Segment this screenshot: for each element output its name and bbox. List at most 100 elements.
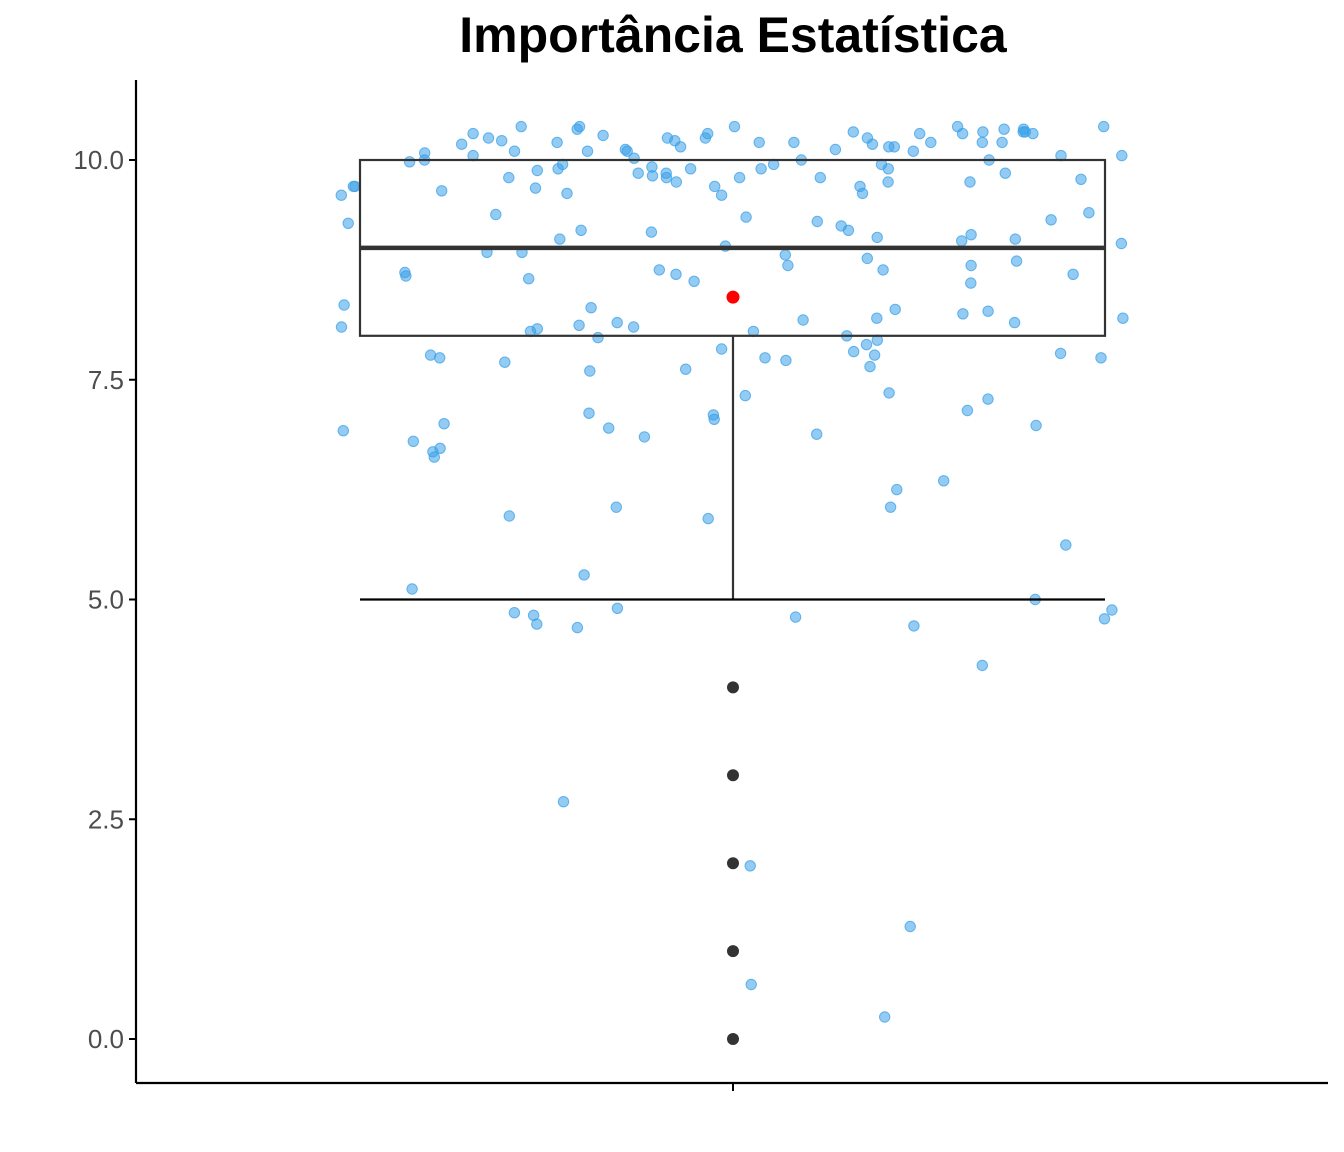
jitter-point (871, 231, 883, 244)
jitter-point (811, 428, 823, 440)
jitter-point (508, 607, 521, 619)
jitter-point (611, 602, 624, 614)
jitter-point (554, 233, 566, 245)
jitter-point (861, 252, 873, 265)
box-and-whiskers (358, 158, 1107, 601)
jitter-point (1117, 312, 1129, 324)
jitter-point (854, 180, 866, 193)
jitter-point (715, 343, 728, 355)
jitter-point (1008, 316, 1021, 329)
jitter-point (860, 338, 873, 351)
jitter-point (889, 303, 901, 316)
jitter-point (603, 422, 615, 434)
jitter-point (407, 435, 419, 447)
jitter-point (1019, 126, 1032, 138)
jitter-point (583, 407, 595, 419)
jitter-point (877, 264, 889, 276)
jitter-point (744, 860, 756, 872)
jitter-point (670, 268, 682, 280)
jitter-point (811, 215, 823, 228)
x-axis (136, 1081, 1328, 1091)
jitter-point (400, 270, 412, 282)
jitter-point (1045, 214, 1057, 226)
jitter-point (965, 229, 977, 241)
jitter-point (907, 145, 919, 157)
jitter-point (552, 163, 564, 175)
jitter-point (797, 314, 809, 326)
jitter-point (965, 277, 977, 289)
jitter-point (561, 187, 573, 200)
jitter-point (529, 182, 542, 194)
jitter-point (715, 189, 728, 201)
jitter-point (961, 404, 974, 417)
jitter-point (1098, 613, 1111, 625)
jitter-point (638, 431, 651, 443)
jitter-point (999, 167, 1011, 179)
jitter-point (925, 136, 937, 149)
jitter-point (503, 171, 515, 184)
jitter-point (424, 349, 437, 361)
jitter-point (728, 120, 741, 133)
jitter-point (868, 349, 881, 361)
jitter-point (996, 136, 1008, 149)
outlier-point (727, 945, 739, 958)
jitter-point (337, 425, 349, 437)
y-axis: 0.0 2.5 5.0 7.5 10.0 (73, 80, 138, 1083)
jitter-point (1054, 347, 1067, 360)
jitter-point (456, 138, 468, 150)
jitter-point (482, 132, 495, 144)
mean-point (726, 290, 740, 304)
outlier-point (727, 1033, 739, 1045)
jitter-point (1116, 149, 1128, 162)
jitter-point (660, 167, 672, 179)
jitter-point (1095, 352, 1107, 364)
jitter-point (571, 621, 584, 634)
jitter-point (515, 120, 527, 133)
jitter-point (531, 164, 543, 177)
jitter-point (739, 389, 751, 402)
outlier-point (727, 769, 739, 782)
y-tick-label: 7.5 (88, 365, 124, 395)
jitter-point (499, 356, 511, 368)
jitter-point (883, 141, 895, 153)
jitter-point (628, 152, 640, 164)
jitter-point (335, 189, 347, 201)
jitter-point (882, 176, 894, 188)
jitter-point (914, 127, 926, 140)
jitter-point (1067, 268, 1079, 280)
jitter-point (508, 145, 521, 157)
jitter-point (814, 171, 826, 184)
jitter-point (709, 180, 721, 193)
jitter-point (496, 135, 508, 147)
jitter-point (740, 211, 752, 223)
jitter-point (699, 132, 712, 144)
jitter-point (957, 308, 969, 320)
jitter-point (1060, 539, 1072, 551)
jitter-point (592, 331, 604, 344)
jitter-point (578, 569, 590, 581)
jitter-point (621, 145, 633, 157)
jitter-point (883, 387, 895, 399)
jitter-point (646, 170, 659, 182)
jitter-point (575, 224, 587, 237)
outlier-point (727, 857, 739, 870)
jitter-point (779, 249, 791, 261)
jitter-point (829, 143, 842, 156)
jitter-point (879, 1011, 891, 1023)
jitter-point (406, 583, 418, 595)
jitter-point (523, 273, 535, 285)
chart-title: Importância Estatística (459, 7, 1008, 63)
jitter-point (759, 352, 771, 364)
jitter-point (780, 354, 792, 367)
jitter-point (982, 305, 994, 317)
jitter-point (1030, 419, 1042, 432)
y-tick-label: 5.0 (88, 585, 124, 615)
outlier-points (727, 681, 739, 1045)
jitter-point (428, 451, 440, 463)
jitter-point (557, 796, 570, 808)
jitter-point (688, 275, 700, 287)
jitter-point (438, 418, 450, 430)
jitter-point (670, 176, 682, 188)
jitter-point (938, 475, 950, 487)
jitter-point (782, 259, 794, 272)
